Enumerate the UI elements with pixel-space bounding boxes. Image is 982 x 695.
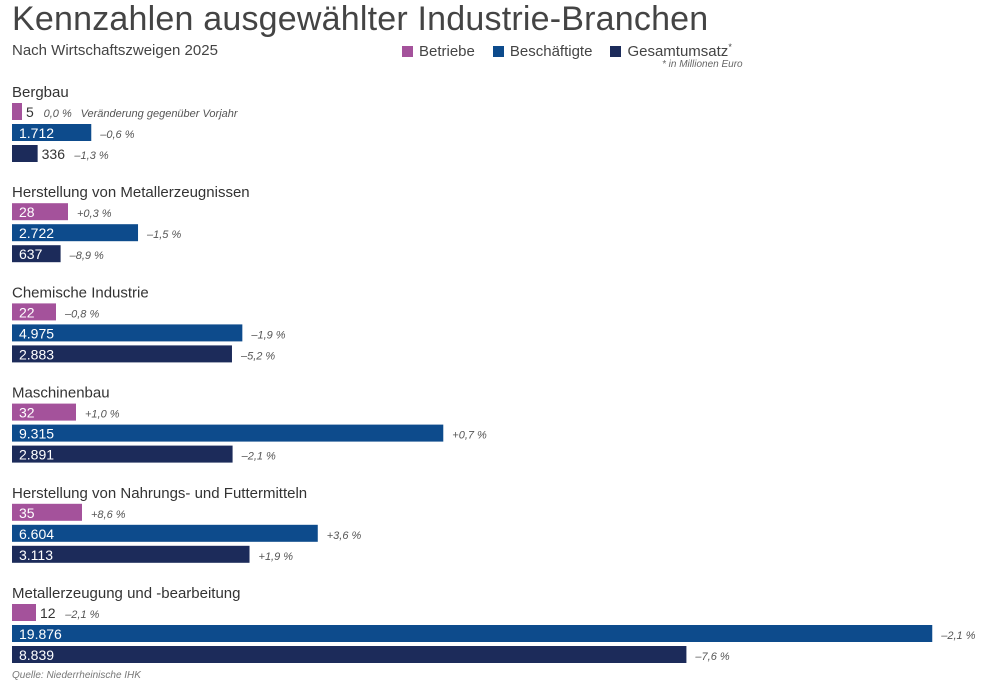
change-label: +1,0 %: [85, 409, 120, 421]
change-label: –1,9 %: [250, 329, 285, 341]
bar-beschäftigte: [12, 324, 243, 342]
change-label: –0,6 %: [99, 129, 134, 141]
bar-gesamtumsatz: [12, 245, 61, 263]
change-label: –2,1 %: [940, 630, 975, 642]
category-label: Bergbau: [12, 84, 69, 101]
value-label: 336: [42, 146, 66, 162]
legend-item-gesamtumsatz: Gesamtumsatz*: [610, 42, 732, 60]
bar-betriebe: [12, 303, 56, 321]
bar-betriebe: [12, 503, 82, 521]
chart-subtitle: Nach Wirtschaftszweigen 2025: [12, 42, 218, 59]
legend-asterisk: *: [728, 42, 732, 52]
value-label: 2.722: [19, 225, 54, 241]
change-label: +1,9 %: [259, 551, 294, 563]
chart-title: Kennzahlen ausgewählter Industrie-Branch…: [12, 0, 709, 38]
value-label: 35: [19, 505, 35, 521]
bar-beschäftigte: [12, 625, 933, 642]
change-label: +0,3 %: [77, 208, 112, 220]
value-label: 2.891: [19, 447, 54, 463]
category-label: Herstellung von Nahrungs- und Futtermitt…: [12, 485, 307, 502]
value-label: 9.315: [19, 426, 54, 442]
legend-swatch: [402, 45, 413, 57]
change-label: –0,8 %: [64, 308, 99, 320]
value-label: 3.113: [19, 547, 53, 563]
bar-betriebe: [12, 403, 76, 421]
legend-item-betriebe: Betriebe: [402, 42, 475, 60]
value-label: 12: [40, 605, 56, 621]
value-label: 22: [19, 304, 35, 320]
change-label: +3,6 %: [327, 530, 362, 542]
change-label: –5,2 %: [240, 350, 275, 362]
value-label: 8.839: [19, 647, 54, 663]
value-label: 6.604: [19, 526, 54, 542]
bar-beschäftigte: [12, 524, 318, 542]
category-label: Metallerzeugung und -bearbeitung: [12, 585, 241, 602]
bar-gesamtumsatz: [12, 345, 232, 363]
change-label: –1,5 %: [146, 229, 181, 241]
value-label: 637: [19, 246, 43, 262]
bar-betriebe: [12, 103, 22, 120]
bar-betriebe: [12, 604, 36, 621]
bar-gesamtumsatz: [12, 646, 687, 663]
category-label: Chemische Industrie: [12, 284, 149, 301]
unit-note: * in Millionen Euro: [662, 59, 743, 70]
change-label: –2,1 %: [64, 609, 99, 621]
source-note: Quelle: Niederrheinische IHK: [12, 670, 141, 681]
category-label: Maschinenbau: [12, 385, 110, 402]
bar-beschäftigte: [12, 124, 92, 141]
legend: Betriebe Beschäftigte Gesamtumsatz*: [402, 42, 732, 60]
change-label: +8,6 %: [91, 509, 126, 521]
value-label: 19.876: [19, 626, 62, 642]
change-label: –7,6 %: [694, 651, 729, 663]
value-label: 1.712: [19, 125, 54, 141]
change-label: +0,7 %: [452, 430, 487, 442]
legend-label: Betriebe: [419, 42, 475, 60]
value-label: 28: [19, 204, 35, 220]
value-label: 32: [19, 405, 35, 421]
bar-beschäftigte: [12, 224, 139, 242]
category-label: Herstellung von Metallerzeugnissen: [12, 184, 250, 201]
change-label: –2,1 %: [241, 451, 276, 463]
change-label: 0,0 %: [44, 108, 72, 120]
change-note: Veränderung gegenüber Vorjahr: [81, 108, 239, 120]
bar-gesamtumsatz: [12, 445, 233, 463]
legend-swatch: [610, 45, 622, 57]
bar-gesamtumsatz: [12, 145, 38, 162]
change-label: –1,3 %: [73, 150, 108, 162]
value-label: 5: [26, 104, 34, 120]
value-label: 2.883: [19, 346, 54, 362]
value-label: 4.975: [19, 325, 54, 341]
bar-gesamtumsatz: [12, 545, 250, 563]
legend-label: Gesamtumsatz: [627, 43, 729, 60]
legend-swatch: [492, 45, 504, 57]
legend-item-beschaeftigte: Beschäftigte: [492, 42, 593, 60]
bar-betriebe: [12, 203, 68, 221]
change-label: –8,9 %: [69, 250, 104, 262]
legend-label: Beschäftigte: [509, 42, 593, 60]
bar-beschäftigte: [12, 424, 444, 442]
